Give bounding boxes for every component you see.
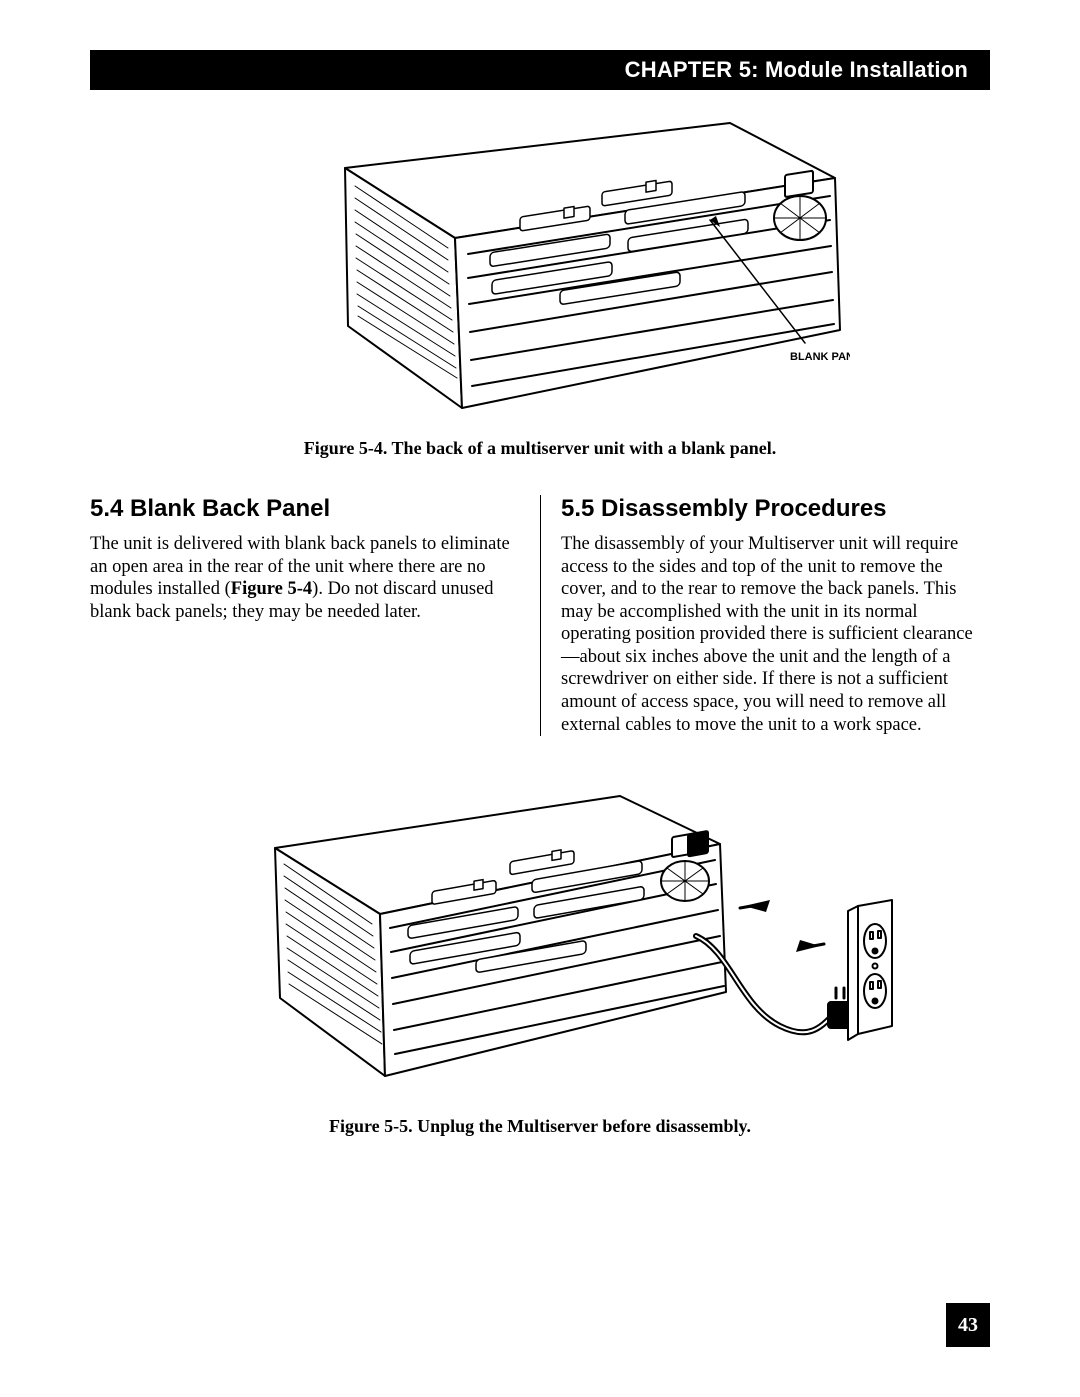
section-5-5-body: The disassembly of your Multiserver unit… [561,533,990,736]
chapter-title: CHAPTER 5: Module Installation [625,57,968,83]
blank-panel-callout-text: BLANK PANEL [790,351,850,363]
figure-5-5-illustration [90,776,990,1106]
figure-5-5: Figure 5-5. Unplug the Multiserver befor… [90,776,990,1137]
figure-5-4-caption: Figure 5-4. The back of a multiserver un… [90,438,990,459]
two-column-text: 5.4 Blank Back Panel The unit is deliver… [90,495,990,736]
document-page: CHAPTER 5: Module Installation [90,50,990,1347]
figure-5-4: BLANK PANEL Figure 5-4. The back of a mu… [90,108,990,459]
page-number: 43 [946,1303,990,1347]
section-5-4-heading: 5.4 Blank Back Panel [90,495,520,523]
section-5-5-heading: 5.5 Disassembly Procedures [561,495,990,523]
section-5-4-body: The unit is delivered with blank back pa… [90,533,520,623]
figure-5-5-caption: Figure 5-5. Unplug the Multiserver befor… [90,1116,990,1137]
page-number-value: 43 [958,1314,978,1337]
figure-5-4-illustration: BLANK PANEL [90,108,990,428]
figure-ref: Figure 5-4 [231,579,312,599]
column-right: 5.5 Disassembly Procedures The disassemb… [540,495,990,736]
column-left: 5.4 Blank Back Panel The unit is deliver… [90,495,540,623]
chapter-header-bar: CHAPTER 5: Module Installation [90,50,990,90]
